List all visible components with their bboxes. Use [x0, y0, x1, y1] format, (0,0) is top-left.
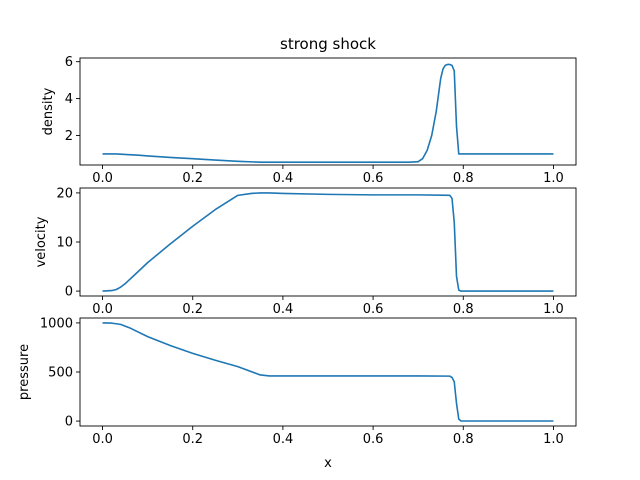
density-y-tick-label: 2 [65, 129, 73, 144]
pressure-x-tick-label: 0.2 [182, 432, 203, 447]
velocity-x-tick-label: 0.6 [363, 302, 384, 317]
pressure-x-tick-label: 0.8 [453, 432, 474, 447]
density-x-tick-label: 0.8 [453, 171, 474, 186]
density-x-tick-label: 0.6 [363, 171, 384, 186]
velocity-y-tick-label: 20 [56, 186, 73, 201]
velocity-x-tick-label: 0.0 [92, 302, 113, 317]
density-series-line [102, 63, 554, 164]
density-x-tick-label: 0.0 [92, 171, 113, 186]
pressure-subplot: 0.0 0.2 0.4 0.6 0.8 1.0 0 500 1000 pressure [17, 316, 577, 447]
pressure-series-line [102, 322, 554, 422]
velocity-x-tick-label: 0.2 [182, 302, 203, 317]
pressure-y-tick-label: 1000 [40, 316, 73, 331]
pressure-x-tick-label: 0.0 [92, 432, 113, 447]
pressure-y-axis-label: pressure [17, 344, 32, 400]
density-y-tick-label: 4 [65, 92, 73, 107]
density-y-axis-label: density [41, 87, 56, 135]
velocity-x-tick-label: 0.8 [453, 302, 474, 317]
density-x-tick-label: 0.4 [273, 171, 294, 186]
velocity-x-tick-label: 0.4 [273, 302, 294, 317]
density-y-tick-label: 6 [65, 55, 73, 70]
pressure-x-tick-label: 0.6 [363, 432, 384, 447]
pressure-x-tick-label: 1.0 [543, 432, 564, 447]
subplots: 0.0 0.2 0.4 0.6 0.8 1.0 2 4 6 density 0.0 0.2 0.4 0.6… [17, 55, 577, 447]
density-axes-frame [79, 57, 577, 166]
velocity-x-tick-label: 1.0 [543, 302, 564, 317]
velocity-subplot: 0.0 0.2 0.4 0.6 0.8 1.0 0 10 20 velocity [34, 186, 577, 317]
chart-title: strong shock [280, 35, 376, 53]
velocity-series-line [102, 192, 554, 292]
density-x-tick-label: 0.2 [182, 171, 203, 186]
velocity-y-tick-label: 0 [65, 285, 73, 300]
pressure-y-tick-label: 500 [48, 366, 73, 381]
density-subplot: 0.0 0.2 0.4 0.6 0.8 1.0 2 4 6 density [41, 55, 577, 186]
density-x-tick-label: 1.0 [543, 171, 564, 186]
pressure-x-tick-label: 0.4 [273, 432, 294, 447]
velocity-y-axis-label: velocity [34, 216, 49, 267]
x-axis-label: x [324, 456, 332, 471]
velocity-y-tick-label: 10 [56, 236, 73, 251]
pressure-y-tick-label: 0 [65, 415, 73, 430]
